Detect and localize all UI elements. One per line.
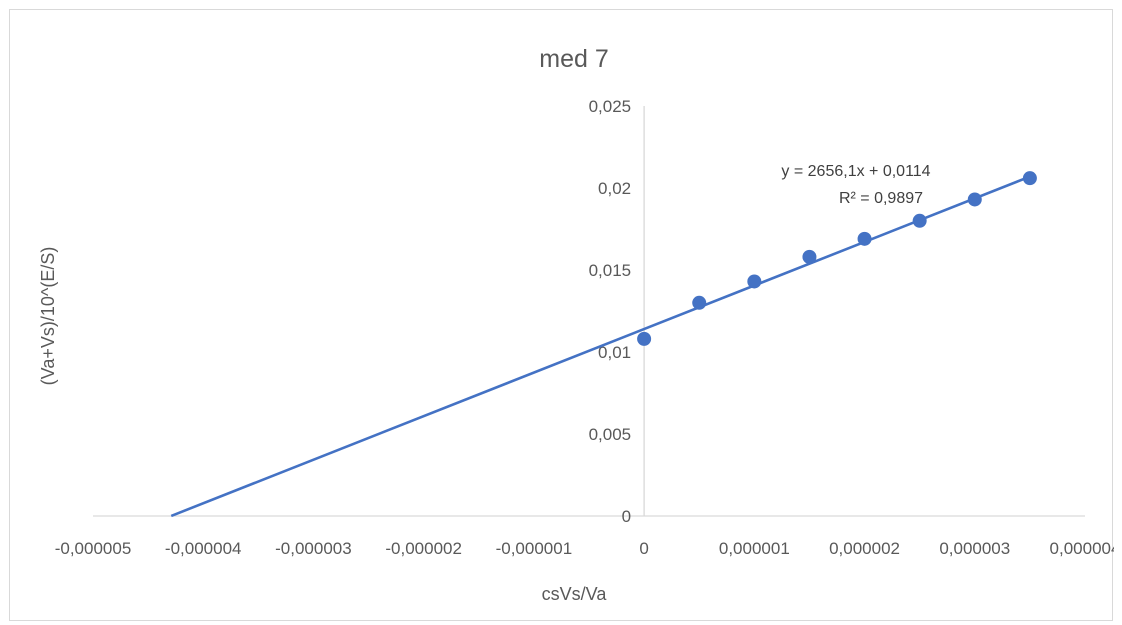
data-point: [637, 331, 652, 346]
chart-area: med 7 -0,000005 -0,000004 -0,000003 -0,0000…: [9, 9, 1114, 621]
data-point: [857, 231, 872, 246]
x-tick-labels: -0,000005 -0,000004 -0,000003 -0,000002 -0,0…: [55, 539, 1114, 558]
x-tick-label: -0,000002: [385, 539, 462, 558]
y-tick-labels: 0 0,005 0,01 0,015 0,02 0,025: [589, 97, 632, 526]
data-point: [747, 274, 762, 289]
x-tick-label: 0,000001: [719, 539, 790, 558]
x-tick-label: 0: [639, 539, 648, 558]
trendline-r2: R² = 0,9897: [839, 190, 923, 207]
data-point: [967, 192, 982, 207]
x-tick-label: -0,000003: [275, 539, 352, 558]
y-tick-label: 0: [622, 507, 631, 526]
trendline-equation: y = 2656,1x + 0,0114: [781, 163, 930, 180]
y-tick-label: 0,015: [589, 261, 632, 280]
data-point: [692, 295, 707, 310]
x-tick-label: -0,000004: [165, 539, 242, 558]
trendline: [170, 175, 1031, 518]
y-tick-label: 0,005: [589, 425, 632, 444]
chart-svg: med 7 -0,000005 -0,000004 -0,000003 -0,0000…: [38, 45, 1114, 604]
data-point: [912, 213, 927, 228]
x-tick-label: 0,000003: [939, 539, 1010, 558]
axes: [93, 106, 1085, 517]
y-tick-label: 0,02: [598, 179, 631, 198]
x-tick-label: 0,000002: [829, 539, 900, 558]
data-point: [802, 249, 817, 264]
x-tick-label: -0,000005: [55, 539, 132, 558]
chart-title: med 7: [539, 45, 608, 73]
x-tick-label: -0,000001: [496, 539, 573, 558]
x-axis-title: csVs/Va: [542, 584, 608, 604]
trendline-group: [170, 175, 1031, 518]
data-point: [1022, 171, 1037, 186]
data-points: [637, 171, 1037, 346]
y-axis-title: (Va+Vs)/10^(E/S): [38, 247, 58, 386]
y-tick-label: 0,01: [598, 343, 631, 362]
x-tick-label: 0,000004: [1050, 539, 1114, 558]
y-tick-label: 0,025: [589, 97, 632, 116]
